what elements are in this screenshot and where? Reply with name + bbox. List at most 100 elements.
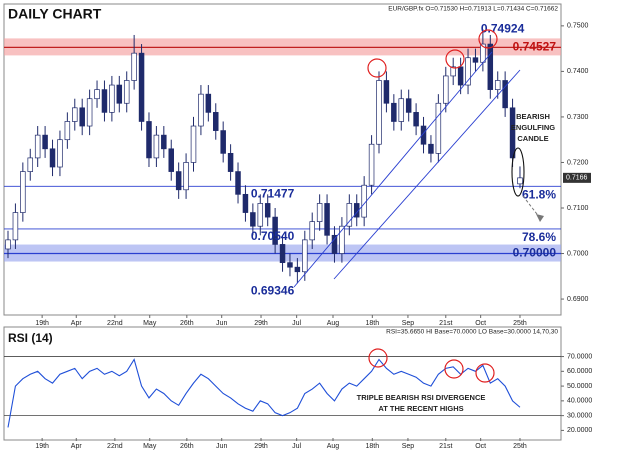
y-tick-label: 0.7200 <box>567 159 589 166</box>
annotation: AT THE RECENT HIGHS <box>378 404 463 413</box>
level-label: 0.70000 <box>513 246 557 260</box>
candle-body <box>413 112 419 127</box>
candle-body <box>220 130 226 154</box>
level-label: 78.6% <box>522 230 556 244</box>
annotation: TRIPLE BEARISH RSI DIVERGENCE <box>357 393 486 402</box>
candle-body <box>272 216 278 245</box>
candle-body <box>198 93 204 127</box>
candle-body <box>465 57 471 86</box>
y-tick-label: 50.0000 <box>567 383 592 390</box>
candle-body <box>12 212 19 241</box>
candle-body <box>391 102 397 122</box>
candle-body <box>168 148 174 172</box>
candle-body <box>146 121 152 159</box>
annotation: CANDLE <box>517 134 548 143</box>
candle-body <box>20 171 26 213</box>
x-tick-label: May <box>143 320 157 327</box>
candle-body <box>250 212 256 227</box>
candle-body <box>383 80 390 104</box>
x-tick-label: 19th <box>35 443 49 450</box>
candle-body <box>279 244 286 263</box>
candle-body <box>131 52 137 81</box>
price-label: 0.71477 <box>251 186 295 200</box>
candle-body <box>213 112 219 131</box>
candle-body <box>339 225 345 254</box>
y-tick-label: 40.0000 <box>567 398 592 405</box>
highlight-circle <box>444 359 464 379</box>
price-label: 0.70540 <box>251 229 295 243</box>
candle-body <box>517 177 523 185</box>
candle-body <box>101 89 108 113</box>
highlight-circle <box>478 29 498 49</box>
x-tick-label: Aug <box>327 320 340 327</box>
candle-body <box>94 89 100 100</box>
x-tick-label: Apr <box>71 320 83 327</box>
candle-body <box>472 57 479 63</box>
level-label: 61.8% <box>522 187 556 201</box>
x-tick-label: 26th <box>180 320 194 327</box>
trendline <box>293 51 493 288</box>
candle-body <box>302 239 308 273</box>
candle-body <box>175 171 182 191</box>
candle-body <box>457 66 464 86</box>
x-tick-label: Jun <box>216 443 227 450</box>
candle-body <box>405 98 412 113</box>
candle-body <box>161 134 167 150</box>
candle-body <box>324 203 330 236</box>
candle-body <box>294 266 301 273</box>
x-tick-label: 25th <box>513 443 527 450</box>
candle-body <box>398 98 405 122</box>
y-tick-label: 0.7100 <box>567 205 589 212</box>
price-label: 0.69346 <box>251 283 295 297</box>
price-frame <box>3 3 562 316</box>
annotation: BEARISH <box>516 112 550 121</box>
candle-body <box>27 157 34 172</box>
last-price-box <box>563 172 591 183</box>
rsi-line <box>7 358 521 428</box>
candle-body <box>376 80 382 145</box>
x-tick-label: May <box>143 443 157 450</box>
y-tick-label: 60.0000 <box>567 368 592 375</box>
price-label: 0.74924 <box>481 21 525 35</box>
x-tick-label: Sep <box>402 443 415 450</box>
x-tick-label: Apr <box>71 443 83 450</box>
candle-circle <box>511 147 525 197</box>
x-tick-label: Aug <box>327 443 340 450</box>
x-tick-label: 18th <box>366 443 380 450</box>
candle-body <box>190 125 197 163</box>
y-tick-label: 30.0000 <box>567 412 592 419</box>
rsi-title: RSI (14) <box>8 331 53 345</box>
rsi-frame <box>3 326 562 441</box>
candle-body <box>235 171 241 195</box>
candle-body <box>368 143 375 186</box>
candle-body <box>205 93 212 113</box>
layer: 0.74527 61.8% 78.6% 0.70000 0.6900 0.7000 0.71… <box>4 21 592 450</box>
highlight-circles <box>367 29 498 383</box>
x-tick-label: Sep <box>402 320 415 327</box>
x-tick-label: Oct <box>475 320 486 327</box>
candle-body <box>153 134 160 159</box>
candle-body <box>428 143 434 154</box>
rsi-info: RSI=35.6650 HI Base=70.0000 LO Base=30.0… <box>386 329 558 336</box>
x-tick-label: 19th <box>35 320 49 327</box>
y-tick-label: 0.7000 <box>567 250 589 257</box>
y-tick-label: 0.7400 <box>567 68 589 75</box>
x-tick-label: Oct <box>475 443 486 450</box>
candle-body <box>42 134 48 150</box>
candle-body <box>72 107 78 122</box>
highlight-circle <box>367 58 387 78</box>
trendlines <box>293 51 521 288</box>
candle-body <box>242 193 249 213</box>
candle-body <box>443 75 449 104</box>
candle-body <box>57 139 63 168</box>
x-tick-label: 21st <box>439 320 452 327</box>
candle-body <box>346 203 353 227</box>
x-tick-label: 22nd <box>107 443 123 450</box>
x-tick-label: 29th <box>254 320 268 327</box>
highlight-circle <box>445 49 465 69</box>
annotation: ENGULFING <box>511 123 555 132</box>
candle-body <box>5 239 11 250</box>
candle-body <box>34 134 41 159</box>
x-tick-label: 26th <box>180 443 194 450</box>
